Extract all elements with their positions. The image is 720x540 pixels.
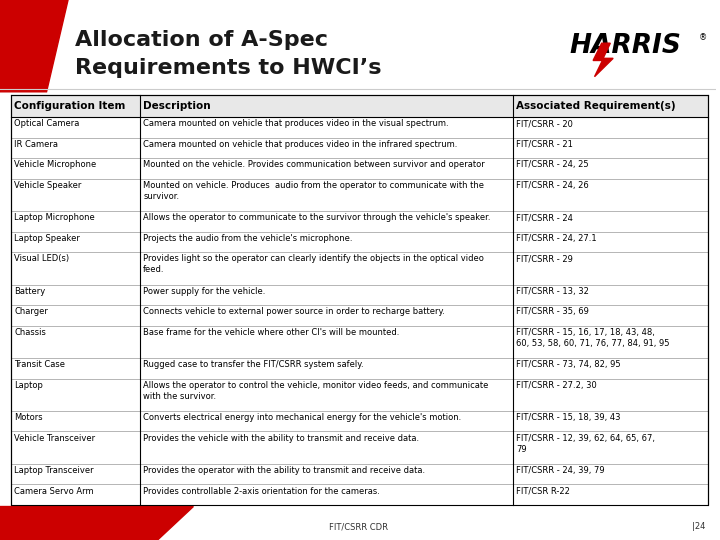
Text: Camera Servo Arm: Camera Servo Arm (14, 487, 94, 496)
Polygon shape (593, 43, 613, 77)
Text: |24: |24 (692, 522, 706, 531)
Text: FIT/CSRR - 12, 39, 62, 64, 65, 67,
79: FIT/CSRR - 12, 39, 62, 64, 65, 67, 79 (516, 434, 655, 454)
Text: Provides light so the operator can clearly identify the objects in the optical v: Provides light so the operator can clear… (143, 254, 484, 274)
Text: FIT/CSRR - 24, 39, 79: FIT/CSRR - 24, 39, 79 (516, 466, 605, 475)
Text: Allows the operator to control the vehicle, monitor video feeds, and communicate: Allows the operator to control the vehic… (143, 381, 489, 401)
Text: FIT/CSRR - 35, 69: FIT/CSRR - 35, 69 (516, 307, 589, 316)
Text: ®: ® (699, 33, 707, 43)
Text: Vehicle Microphone: Vehicle Microphone (14, 160, 96, 170)
Text: Converts electrical energy into mechanical energy for the vehicle's motion.: Converts electrical energy into mechanic… (143, 413, 462, 422)
Text: Vehicle Transceiver: Vehicle Transceiver (14, 434, 96, 443)
FancyBboxPatch shape (11, 411, 708, 431)
Text: FIT/CSRR - 24, 25: FIT/CSRR - 24, 25 (516, 160, 589, 170)
Text: FIT/CSRR - 24, 26: FIT/CSRR - 24, 26 (516, 181, 589, 190)
Text: FIT/CSRR - 24, 27.1: FIT/CSRR - 24, 27.1 (516, 234, 597, 243)
Text: Provides the operator with the ability to transmit and receive data.: Provides the operator with the ability t… (143, 466, 426, 475)
FancyBboxPatch shape (11, 305, 708, 326)
Text: Mounted on vehicle. Produces  audio from the operator to communicate with the
su: Mounted on vehicle. Produces audio from … (143, 181, 485, 201)
Text: Description: Description (143, 101, 211, 111)
Text: Battery: Battery (14, 287, 45, 296)
Text: Provides the vehicle with the ability to transmit and receive data.: Provides the vehicle with the ability to… (143, 434, 419, 443)
FancyBboxPatch shape (11, 138, 708, 158)
FancyBboxPatch shape (11, 232, 708, 252)
Text: Laptop Microphone: Laptop Microphone (14, 213, 95, 222)
FancyBboxPatch shape (11, 179, 708, 211)
Text: FIT/CSRR - 21: FIT/CSRR - 21 (516, 140, 573, 149)
Text: Provides controllable 2-axis orientation for the cameras.: Provides controllable 2-axis orientation… (143, 487, 380, 496)
Text: Base frame for the vehicle where other CI's will be mounted.: Base frame for the vehicle where other C… (143, 328, 400, 337)
FancyBboxPatch shape (11, 358, 708, 379)
FancyBboxPatch shape (11, 484, 708, 505)
FancyBboxPatch shape (11, 379, 708, 411)
Text: Requirements to HWCI’s: Requirements to HWCI’s (75, 58, 382, 78)
Text: Allows the operator to communicate to the survivor through the vehicle's speaker: Allows the operator to communicate to th… (143, 213, 491, 222)
FancyBboxPatch shape (11, 464, 708, 484)
Text: Power supply for the vehicle.: Power supply for the vehicle. (143, 287, 266, 296)
Text: Allocation of A-Spec: Allocation of A-Spec (75, 30, 328, 50)
FancyBboxPatch shape (11, 94, 708, 117)
Text: Rugged case to transfer the FIT/CSRR system safely.: Rugged case to transfer the FIT/CSRR sys… (143, 360, 364, 369)
Text: HARRIS: HARRIS (570, 33, 681, 59)
Polygon shape (0, 507, 194, 540)
Text: Visual LED(s): Visual LED(s) (14, 254, 69, 264)
Text: FIT/CSRR - 27.2, 30: FIT/CSRR - 27.2, 30 (516, 381, 597, 390)
Text: Configuration Item: Configuration Item (14, 101, 126, 111)
Text: Laptop Speaker: Laptop Speaker (14, 234, 80, 243)
Text: FIT/CSRR - 73, 74, 82, 95: FIT/CSRR - 73, 74, 82, 95 (516, 360, 621, 369)
Text: Projects the audio from the vehicle's microphone.: Projects the audio from the vehicle's mi… (143, 234, 353, 243)
Text: Laptop Transceiver: Laptop Transceiver (14, 466, 94, 475)
Text: Mounted on the vehicle. Provides communication between survivor and operator: Mounted on the vehicle. Provides communi… (143, 160, 485, 170)
FancyBboxPatch shape (11, 117, 708, 138)
Text: FIT/CSRR - 29: FIT/CSRR - 29 (516, 254, 573, 264)
Text: FIT/CSRR - 24: FIT/CSRR - 24 (516, 213, 573, 222)
FancyBboxPatch shape (11, 326, 708, 358)
FancyBboxPatch shape (11, 252, 708, 285)
Text: Camera mounted on vehicle that produces video in the visual spectrum.: Camera mounted on vehicle that produces … (143, 119, 449, 129)
Text: Optical Camera: Optical Camera (14, 119, 80, 129)
Text: Transit Case: Transit Case (14, 360, 66, 369)
FancyBboxPatch shape (11, 285, 708, 305)
Text: FIT/CSR R-22: FIT/CSR R-22 (516, 487, 570, 496)
Polygon shape (0, 0, 68, 92)
Text: Vehicle Speaker: Vehicle Speaker (14, 181, 81, 190)
Text: FIT/CSRR - 15, 16, 17, 18, 43, 48,
60, 53, 58, 60, 71, 76, 77, 84, 91, 95: FIT/CSRR - 15, 16, 17, 18, 43, 48, 60, 5… (516, 328, 670, 348)
Text: FIT/CSRR - 20: FIT/CSRR - 20 (516, 119, 573, 129)
Text: FIT/CSRR - 13, 32: FIT/CSRR - 13, 32 (516, 287, 589, 296)
Text: Charger: Charger (14, 307, 48, 316)
Text: Connects vehicle to external power source in order to recharge battery.: Connects vehicle to external power sourc… (143, 307, 445, 316)
FancyBboxPatch shape (11, 211, 708, 232)
Text: Chassis: Chassis (14, 328, 46, 337)
FancyBboxPatch shape (11, 431, 708, 464)
Text: Motors: Motors (14, 413, 43, 422)
Text: FIT/CSRR CDR: FIT/CSRR CDR (328, 522, 387, 531)
FancyBboxPatch shape (11, 158, 708, 179)
Text: IR Camera: IR Camera (14, 140, 58, 149)
Text: Camera mounted on vehicle that produces video in the infrared spectrum.: Camera mounted on vehicle that produces … (143, 140, 458, 149)
Text: Laptop: Laptop (14, 381, 43, 390)
Text: FIT/CSRR - 15, 18, 39, 43: FIT/CSRR - 15, 18, 39, 43 (516, 413, 621, 422)
Text: Associated Requirement(s): Associated Requirement(s) (516, 101, 676, 111)
